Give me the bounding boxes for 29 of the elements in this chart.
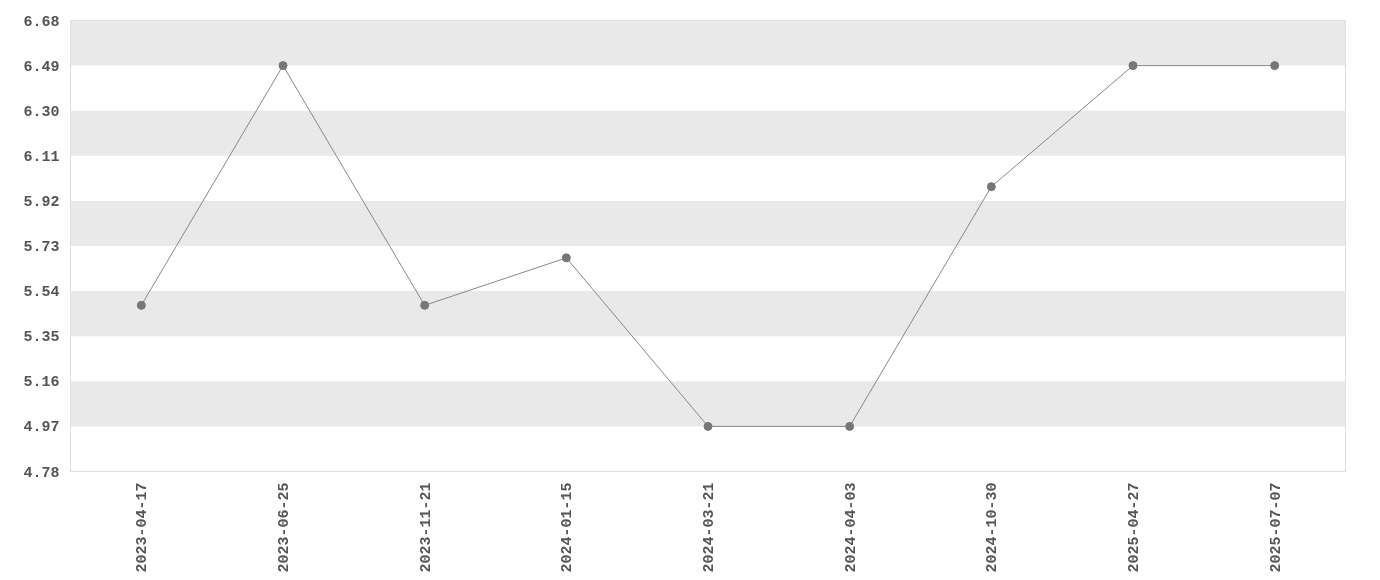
point xyxy=(420,300,430,310)
point xyxy=(1128,61,1138,71)
point xyxy=(136,300,146,310)
y-tick-label: 6.68 xyxy=(23,13,60,31)
x-tick-label: 2023-04-17 xyxy=(134,482,152,573)
y-tick-label: 5.35 xyxy=(23,329,60,347)
x-tick-label: 2024-04-03 xyxy=(842,482,860,573)
x-tick-label: 2023-06-25 xyxy=(276,482,293,573)
x-tick-label: 2025-07-07 xyxy=(1267,482,1285,573)
point xyxy=(278,61,288,71)
point xyxy=(1270,61,1280,71)
x-tick-label: 2025-04-27 xyxy=(1126,482,1143,573)
x-tick-label: 2024-10-30 xyxy=(984,482,1002,573)
y-tick-label: 5.73 xyxy=(23,239,60,256)
y-tick-label: 6.49 xyxy=(23,58,60,76)
point xyxy=(561,253,571,263)
x-tick-label: 2024-03-21 xyxy=(701,482,718,573)
y-tick-label: 4.97 xyxy=(23,419,60,437)
y-tick-label: 5.16 xyxy=(23,374,60,392)
x-tick-label: 2023-11-21 xyxy=(417,482,435,573)
point xyxy=(845,421,855,431)
x-tick-label: 2024-01-15 xyxy=(559,482,577,573)
y-tick-label: 4.78 xyxy=(23,464,60,482)
y-tick-label: 6.30 xyxy=(23,103,60,121)
point xyxy=(703,421,713,431)
point xyxy=(986,182,996,192)
y-tick-label: 6.11 xyxy=(23,148,60,166)
y-tick-label: 5.92 xyxy=(23,193,60,211)
y-tick-label: 5.54 xyxy=(23,284,60,302)
